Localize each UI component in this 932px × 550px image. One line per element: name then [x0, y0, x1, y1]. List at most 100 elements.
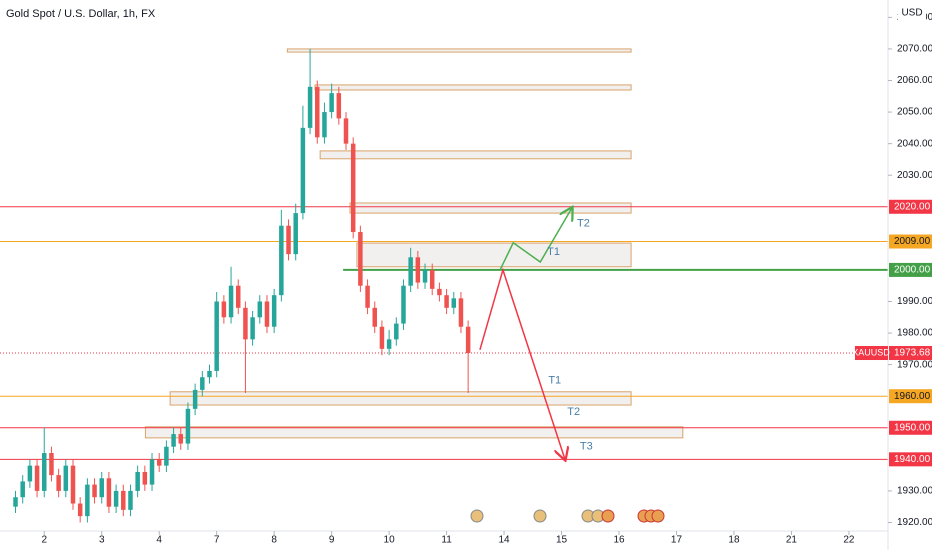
x-tick-label: 9 — [329, 535, 335, 546]
current-price-label: 1973.68 — [894, 348, 931, 359]
candle-body — [128, 490, 133, 510]
candle-body — [77, 503, 83, 517]
x-tick-label: 10 — [384, 535, 396, 546]
candle-body — [192, 389, 198, 409]
level-label-box — [889, 420, 932, 435]
level-label: 1940.00 — [894, 454, 931, 465]
candle-body — [437, 288, 442, 296]
candle-body — [185, 408, 191, 444]
candle-body — [63, 465, 69, 491]
event-icon — [533, 509, 547, 523]
candle-body — [49, 453, 54, 476]
candle-body — [243, 307, 248, 340]
y-tick-label: 2030.00 — [897, 170, 932, 181]
candle-body — [293, 213, 298, 255]
candle-body — [13, 497, 18, 507]
y-tick-label: 1980.00 — [897, 328, 932, 339]
candle-body — [401, 285, 406, 324]
candle-body — [365, 285, 370, 308]
level-label-box — [889, 389, 932, 404]
candle-body — [329, 93, 334, 113]
x-tick-label: 11 — [441, 535, 452, 546]
x-tick-label: 17 — [671, 535, 683, 546]
current-price-label-box — [889, 346, 932, 361]
candle-body — [171, 434, 176, 447]
symbol-label: XAUUSD — [852, 347, 890, 357]
candle-body — [379, 326, 385, 349]
candle-body — [20, 481, 25, 498]
annotation: T3 — [580, 441, 593, 453]
projection-path — [499, 208, 572, 271]
x-tick-label: 21 — [786, 535, 798, 546]
candle-body — [70, 465, 76, 504]
annotation: T1 — [548, 374, 561, 386]
candle-body — [214, 301, 219, 371]
candle-body — [415, 257, 421, 283]
candle-body — [164, 446, 169, 466]
unit-box — [898, 4, 926, 22]
plot-area: T1 T2 T1 T2 T3 — [0, 48, 888, 523]
candle-body — [350, 143, 356, 233]
candle-body — [42, 453, 47, 491]
candle-body — [121, 490, 126, 510]
candle-body — [286, 225, 291, 255]
candle-body — [56, 475, 61, 491]
level-label-box — [889, 452, 932, 467]
candle-body — [465, 326, 471, 354]
x-tick-label: 14 — [498, 535, 510, 546]
candle-body — [322, 112, 327, 138]
candle-body — [113, 490, 119, 507]
x-tick-label: 22 — [843, 535, 855, 546]
candle-body — [343, 118, 349, 144]
candle-body — [106, 478, 112, 507]
zone — [169, 391, 632, 406]
candle-body — [372, 307, 377, 327]
annotation: T2 — [577, 218, 590, 230]
candle-body — [221, 301, 227, 318]
zone — [356, 242, 632, 268]
candle-body — [422, 269, 428, 283]
candle-body — [235, 285, 241, 308]
x-tick-label: 2 — [41, 535, 47, 546]
level-label: 2009.00 — [894, 236, 931, 247]
candle-body — [200, 377, 205, 390]
y-tick-label: 1970.00 — [897, 359, 932, 370]
x-tick-label: 3 — [99, 535, 105, 546]
candle-body — [142, 471, 148, 485]
candle-body — [386, 339, 392, 349]
zone — [319, 150, 632, 160]
y-tick-label: 2040.00 — [897, 138, 932, 149]
annotation: T1 — [547, 246, 560, 258]
candle-body — [394, 323, 399, 340]
zone — [144, 426, 684, 439]
y-tick-label: 1990.00 — [897, 296, 932, 307]
event-icon — [651, 509, 665, 523]
candle-body — [156, 459, 162, 466]
candle-body — [99, 478, 104, 498]
y-tick-label: 2060.00 — [897, 75, 932, 86]
chart-title: Gold Spot / U.S. Dollar, 1h, FX — [6, 8, 156, 20]
candle-body — [92, 484, 97, 498]
candle-body — [358, 232, 363, 286]
candle-body — [444, 295, 449, 308]
candle-body — [271, 295, 277, 327]
level-label-box — [889, 262, 932, 277]
event-icons — [470, 509, 665, 523]
y-tick-label: 1920.00 — [897, 517, 932, 528]
candle-body — [300, 127, 306, 214]
y-tick-label: 1930.00 — [897, 486, 932, 497]
candle-body — [458, 298, 464, 327]
candle-body — [264, 301, 270, 327]
level-label: 1960.00 — [894, 391, 931, 402]
zone — [286, 48, 632, 53]
candle-body — [429, 269, 435, 289]
x-tick-label: 15 — [556, 535, 568, 546]
x-tick-label: 8 — [271, 535, 277, 546]
x-tick-label: 16 — [613, 535, 625, 546]
axis-layer: 2080.002070.002060.002050.002040.002030.… — [41, 12, 932, 546]
x-tick-label: 4 — [156, 535, 162, 546]
candle-body — [451, 298, 457, 308]
candle-body — [228, 285, 234, 318]
